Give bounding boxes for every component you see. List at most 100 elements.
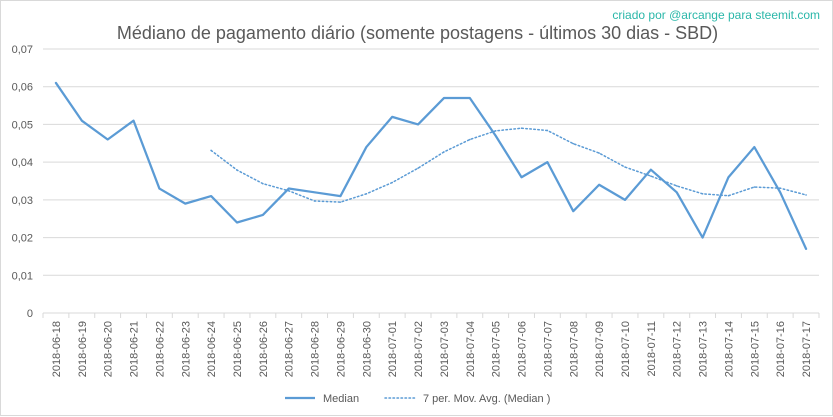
median-point-2018-07-14	[727, 176, 730, 179]
moving-average-point-2018-07-02	[417, 167, 419, 169]
median-point-2018-07-17	[805, 248, 807, 250]
moving-average-point-2018-06-28	[313, 200, 316, 202]
x-tick-label: 2018-07-16	[775, 321, 787, 377]
y-tick-label: 0,07	[12, 44, 33, 56]
median-point-2018-07-08	[572, 210, 575, 212]
median-point-2018-07-09	[598, 183, 600, 186]
median-point-2018-06-18	[55, 82, 57, 84]
moving-average-point-2018-06-27	[287, 190, 290, 192]
x-tick-label: 2018-06-26	[258, 321, 270, 377]
x-tick-label: 2018-07-10	[620, 321, 632, 377]
median-point-2018-06-20	[106, 138, 109, 141]
x-tick-label: 2018-06-21	[129, 321, 141, 377]
x-tick-label: 2018-07-08	[568, 321, 580, 377]
x-tick-label: 2018-07-13	[698, 321, 710, 377]
y-tick-label: 0	[27, 308, 33, 320]
y-tick-label: 0,06	[12, 82, 33, 94]
moving-average-point-2018-07-06	[520, 127, 523, 129]
median-point-2018-07-06	[520, 176, 523, 179]
x-tick-label: 2018-07-17	[801, 321, 813, 377]
moving-average-point-2018-06-25	[236, 169, 238, 171]
median-point-2018-06-19	[81, 119, 83, 122]
median-point-2018-07-13	[701, 236, 704, 239]
median-point-2018-07-01	[391, 116, 394, 118]
median-point-2018-06-29	[339, 195, 342, 197]
moving-average-point-2018-06-30	[365, 193, 368, 195]
x-tick-label: 2018-06-22	[154, 321, 166, 377]
x-tick-label: 2018-07-02	[413, 321, 425, 377]
legend-moving-average-label: 7 per. Mov. Avg. (Median )	[423, 393, 550, 405]
moving-average-point-2018-06-26	[262, 182, 264, 185]
x-tick-label: 2018-07-05	[491, 321, 503, 377]
x-tick-label: 2018-06-19	[77, 321, 89, 377]
median-point-2018-06-23	[184, 202, 187, 205]
median-point-2018-06-22	[158, 187, 161, 190]
moving-average-series-line	[210, 127, 807, 203]
x-tick-label: 2018-07-14	[723, 321, 735, 377]
median-point-2018-06-30	[365, 146, 368, 148]
x-tick-label: 2018-07-03	[439, 321, 451, 377]
median-point-2018-06-21	[132, 119, 135, 122]
x-tick-label: 2018-06-25	[232, 321, 244, 377]
moving-average-point-2018-07-10	[624, 166, 626, 168]
chart-title: Médiano de pagamento diário (somente pos…	[116, 23, 719, 43]
median-series-line	[54, 81, 808, 251]
x-tick-label: 2018-06-29	[335, 321, 347, 377]
y-tick-label: 0,02	[12, 233, 33, 245]
moving-average-point-2018-07-13	[701, 193, 704, 195]
x-tick-label: 2018-06-28	[310, 321, 322, 377]
y-tick-label: 0,01	[12, 270, 33, 282]
moving-average-point-2018-07-09	[598, 152, 600, 154]
median-point-2018-06-24	[210, 195, 212, 197]
x-tick-label: 2018-07-07	[542, 321, 554, 377]
median-point-2018-07-12	[675, 191, 678, 194]
median-point-2018-07-05	[494, 134, 497, 137]
x-tick-label: 2018-07-01	[387, 321, 399, 377]
moving-average-point-2018-07-03	[443, 151, 445, 153]
x-tick-label: 2018-07-06	[517, 321, 529, 377]
median-point-2018-07-16	[779, 191, 781, 194]
moving-average-point-2018-07-11	[650, 175, 652, 177]
median-point-2018-07-10	[624, 199, 626, 201]
median-point-2018-07-15	[753, 146, 756, 148]
median-point-2018-07-07	[546, 161, 549, 163]
moving-average-point-2018-06-29	[339, 201, 342, 203]
median-point-2018-07-03	[443, 97, 445, 99]
x-tick-label: 2018-07-15	[749, 321, 761, 377]
median-point-2018-06-25	[236, 221, 238, 224]
x-tick-label: 2018-07-11	[646, 321, 658, 376]
moving-average-point-2018-06-24	[210, 149, 212, 152]
x-tick-label: 2018-07-04	[465, 321, 477, 377]
moving-average-point-2018-07-05	[494, 130, 497, 132]
legend-median-label: Median	[323, 393, 359, 405]
moving-average-point-2018-07-07	[546, 129, 549, 132]
moving-average-point-2018-07-12	[675, 185, 678, 187]
x-tick-label: 2018-07-09	[594, 321, 606, 377]
median-point-2018-06-28	[313, 191, 316, 194]
moving-average-point-2018-07-15	[753, 186, 756, 188]
moving-average-point-2018-07-16	[779, 187, 781, 189]
moving-average-point-2018-07-04	[469, 138, 471, 141]
y-tick-label: 0,05	[12, 119, 33, 131]
median-point-2018-07-02	[417, 123, 419, 126]
x-tick-label: 2018-06-30	[361, 321, 373, 377]
moving-average-point-2018-07-17	[805, 194, 807, 196]
median-point-2018-06-26	[262, 214, 264, 216]
x-tick-label: 2018-06-18	[51, 321, 63, 377]
median-point-2018-07-04	[469, 97, 471, 99]
y-tick-label: 0,03	[12, 195, 33, 207]
moving-average-point-2018-07-14	[727, 194, 730, 197]
x-tick-label: 2018-06-27	[284, 321, 296, 377]
moving-average-point-2018-07-08	[572, 142, 575, 145]
median-point-2018-06-27	[287, 187, 290, 190]
moving-average-point-2018-07-01	[391, 181, 394, 184]
x-tick-label: 2018-07-12	[672, 321, 684, 377]
x-tick-label: 2018-06-20	[103, 321, 115, 377]
y-tick-label: 0,04	[12, 157, 33, 169]
x-tick-label: 2018-06-23	[180, 321, 192, 377]
credit-text: criado por @arcange para steemit.com	[612, 8, 820, 22]
median-point-2018-07-11	[650, 168, 652, 171]
x-tick-label: 2018-06-24	[206, 321, 218, 377]
